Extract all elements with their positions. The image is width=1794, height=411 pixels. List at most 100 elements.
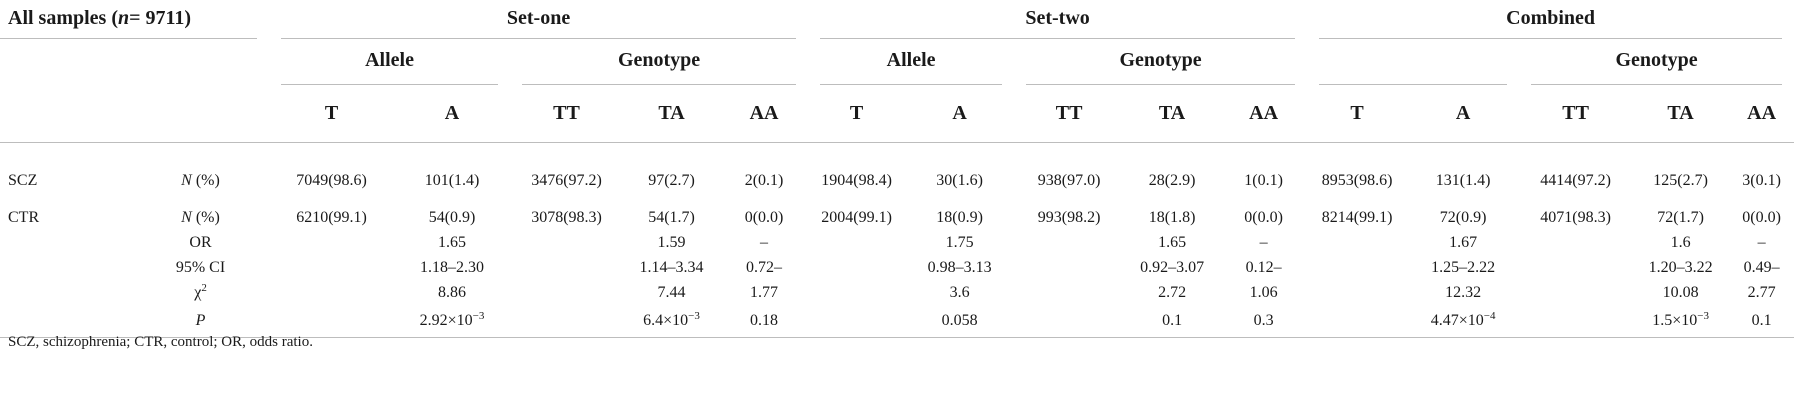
- cell-text: 1.25–2.22: [1431, 258, 1496, 276]
- data-row: CTR N (%) 6210(99.1) 54(0.9) 3078(98.3) 54(1.…: [0, 205, 1794, 230]
- data-cell: 8.86: [394, 280, 510, 305]
- cell-text: 0.49–: [1743, 258, 1780, 276]
- cell-text: 54(1.7): [648, 208, 695, 226]
- data-cell: 0.1: [1729, 305, 1794, 338]
- cell-text: 1.65: [1158, 233, 1187, 251]
- cell-text: 3.6: [949, 283, 970, 301]
- row-label: CTR: [0, 205, 132, 230]
- data-cell: 125(2.7): [1632, 143, 1729, 206]
- text-run: 4.47×10: [1430, 312, 1484, 329]
- data-cell: 1.67: [1407, 230, 1519, 255]
- stat-label: P: [132, 305, 270, 338]
- cell-text: TT: [1562, 101, 1589, 124]
- cell-text: 0.92–3.07: [1140, 258, 1205, 276]
- data-cell: [510, 255, 623, 280]
- subgroup-header: Genotype: [1519, 38, 1794, 85]
- column-header: TA: [1124, 84, 1221, 143]
- cell-text: 3476(97.2): [531, 172, 602, 189]
- data-cell: 0.1: [1124, 305, 1221, 338]
- subgroup-header: Allele: [808, 38, 1014, 85]
- group-header: Set-two: [808, 0, 1307, 39]
- cell-text: –: [1259, 233, 1268, 251]
- data-cell: 993(98.2): [1014, 205, 1124, 230]
- data-cell: [1014, 230, 1124, 255]
- text-run: N: [181, 208, 192, 226]
- text-run: 95% CI: [175, 258, 226, 276]
- cell-text: 4071(98.3): [1540, 208, 1611, 226]
- cell-text: 0.1: [1751, 312, 1772, 329]
- data-cell: [808, 305, 906, 338]
- data-cell: 1.65: [1124, 230, 1220, 255]
- data-cell: 0(0.0): [720, 205, 808, 230]
- data-cell: [269, 230, 394, 255]
- data-cell: [1519, 305, 1633, 338]
- data-cell: [808, 280, 905, 305]
- subgroup-header: Allele: [269, 38, 510, 85]
- data-cell: 101(1.4): [394, 143, 510, 206]
- cell-text: TA: [658, 101, 685, 124]
- cell-text: 0.98–3.13: [927, 258, 992, 276]
- data-cell: 72(1.7): [1632, 205, 1729, 230]
- cell-text: 0(0.0): [1742, 208, 1781, 226]
- row-label: [0, 255, 132, 280]
- data-cell: 0.058: [905, 305, 1015, 338]
- text-run: −4: [1483, 310, 1496, 322]
- cell-text: 3(0.1): [1742, 172, 1781, 189]
- cell-text: TA: [1158, 101, 1186, 124]
- data-cell: 1.65: [394, 230, 510, 255]
- text-run: P: [195, 312, 206, 329]
- data-cell: [808, 255, 905, 280]
- text-run: n: [118, 7, 130, 29]
- data-cell: 3476(97.2): [510, 143, 623, 206]
- cell-text: 1.77: [750, 283, 779, 301]
- text-run: 1.5×10: [1652, 312, 1698, 329]
- data-cell: [510, 230, 623, 255]
- data-cell: 1.20–3.22: [1632, 255, 1729, 280]
- text-run: −3: [1697, 310, 1709, 322]
- text-run: (%): [191, 208, 220, 226]
- cell-text: AA: [1249, 101, 1279, 124]
- cell-text: 1.14–3.34: [639, 258, 704, 276]
- cell-text: 1.65: [438, 233, 467, 251]
- data-cell: –: [1729, 230, 1794, 255]
- text-run: −3: [688, 310, 700, 322]
- data-cell: [1519, 255, 1632, 280]
- data-cell: [1014, 280, 1124, 305]
- cell-text: 125(2.7): [1653, 172, 1708, 189]
- text-run: χ: [194, 283, 202, 301]
- cell-text: 8.86: [438, 283, 467, 301]
- cell-text: Set-two: [1025, 7, 1090, 29]
- cell-text: T: [1350, 101, 1364, 124]
- data-cell: 4071(98.3): [1519, 205, 1632, 230]
- data-cell: [269, 305, 395, 338]
- data-cell: 2.92×10−3: [394, 305, 511, 338]
- data-cell: 0.72–: [720, 255, 808, 280]
- cell-text: 0.058: [941, 312, 978, 329]
- data-cell: 3078(98.3): [510, 205, 623, 230]
- data-cell: 3.6: [905, 280, 1014, 305]
- data-cell: –: [720, 230, 808, 255]
- cell-text: Combined: [1506, 7, 1596, 29]
- cell-text: SCZ: [8, 172, 38, 189]
- data-cell: 10.08: [1632, 280, 1729, 305]
- cell-text: 1.20–3.22: [1648, 258, 1713, 276]
- column-header: AA: [1220, 84, 1308, 143]
- underline: Allele: [281, 38, 499, 85]
- cell-text: 18(0.9): [936, 208, 983, 226]
- text-run: 2.92×10: [419, 312, 473, 329]
- data-cell: [1519, 280, 1632, 305]
- cell-text: 54(0.9): [428, 208, 476, 226]
- data-cell: 0.12–: [1220, 255, 1307, 280]
- data-cell: 0.49–: [1729, 255, 1794, 280]
- cell-text: 7.44: [657, 283, 686, 301]
- data-cell: 72(0.9): [1407, 205, 1519, 230]
- header-row: All samples (n = 9711) Set-one Set-two Comb…: [0, 0, 1794, 39]
- data-row: P 2.92×10−3 6.4×10−3 0.18 0.058 0.1 0.3 4.47×10…: [0, 305, 1794, 338]
- cell-text: 2(0.1): [744, 172, 784, 189]
- cell-text: 28(2.9): [1148, 172, 1196, 189]
- cell-text: 2004(99.1): [821, 208, 892, 226]
- data-row: OR 1.65 1.59 – 1.75 1.65 – 1.67 1.6 –: [0, 230, 1794, 255]
- column-header: TT: [1519, 84, 1633, 143]
- data-cell: [1014, 305, 1125, 338]
- data-cell: 7.44: [623, 280, 720, 305]
